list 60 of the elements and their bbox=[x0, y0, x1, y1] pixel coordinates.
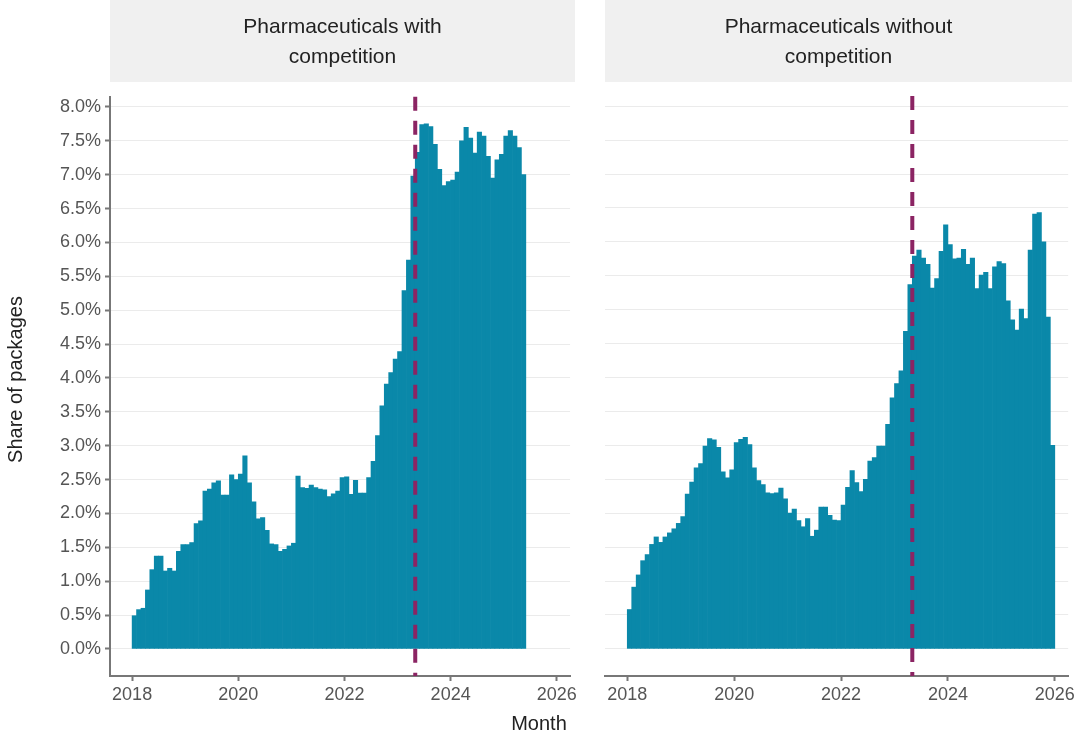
y-tick-label: 0.0% bbox=[59, 637, 101, 658]
bar bbox=[943, 224, 949, 649]
bar bbox=[867, 460, 873, 649]
bar bbox=[344, 476, 350, 649]
bar bbox=[211, 482, 217, 649]
y-tick-label: 1.0% bbox=[59, 570, 101, 591]
bar bbox=[419, 124, 425, 649]
bar bbox=[242, 455, 248, 649]
bar bbox=[778, 487, 784, 649]
y-tick-label: 3.5% bbox=[59, 400, 101, 421]
x-tick-label: 2018 bbox=[607, 683, 648, 704]
x-tick-label: 2024 bbox=[927, 683, 968, 704]
bar bbox=[1032, 213, 1038, 649]
bar bbox=[273, 544, 279, 649]
bar bbox=[158, 555, 164, 649]
y-tick-label: 4.0% bbox=[59, 366, 101, 387]
x-tick-label: 2020 bbox=[714, 683, 755, 704]
x-tick-label: 2020 bbox=[218, 683, 259, 704]
y-tick-label: 5.5% bbox=[59, 265, 101, 286]
y-tick-label: 2.0% bbox=[59, 502, 101, 523]
bar bbox=[295, 475, 301, 649]
bar bbox=[136, 609, 142, 649]
chart-title: Pharmaceuticals with competition bbox=[242, 13, 443, 69]
y-axis-title: Share of packages bbox=[3, 295, 27, 463]
y-tick-label: 3.0% bbox=[59, 434, 101, 455]
chart-title: Pharmaceuticals without competition bbox=[723, 13, 954, 69]
x-tick-label: 2026 bbox=[536, 683, 577, 704]
bar bbox=[167, 567, 173, 649]
y-tick-label: 4.5% bbox=[59, 333, 101, 354]
bar bbox=[260, 517, 266, 649]
bar bbox=[481, 135, 487, 649]
bar bbox=[805, 518, 811, 649]
bar bbox=[428, 126, 434, 649]
bar bbox=[916, 249, 922, 649]
y-tick-label: 8.0% bbox=[59, 95, 101, 116]
x-tick-label: 2022 bbox=[324, 683, 365, 704]
bar bbox=[738, 438, 744, 649]
bar bbox=[304, 488, 310, 649]
x-tick-label: 2022 bbox=[821, 683, 862, 704]
y-tick-label: 2.5% bbox=[59, 468, 101, 489]
x-axis-title: Month bbox=[510, 712, 568, 735]
bar bbox=[769, 493, 775, 649]
x-tick-label: 2024 bbox=[430, 683, 471, 704]
bar bbox=[983, 272, 989, 649]
x-tick-label: 2026 bbox=[1034, 683, 1075, 704]
y-tick-label: 7.0% bbox=[59, 163, 101, 184]
bar bbox=[707, 438, 713, 649]
y-tick-label: 0.5% bbox=[59, 604, 101, 624]
bar bbox=[282, 548, 288, 649]
x-tick-label: 2018 bbox=[112, 683, 153, 704]
y-tick-label: 5.0% bbox=[59, 299, 101, 320]
bar bbox=[180, 544, 186, 649]
bar bbox=[229, 474, 235, 649]
y-tick-label: 6.5% bbox=[59, 197, 101, 218]
bar bbox=[876, 445, 882, 649]
y-tick-label: 7.5% bbox=[59, 129, 101, 150]
bar bbox=[313, 487, 319, 649]
y-tick-label: 6.0% bbox=[59, 231, 101, 252]
bar bbox=[818, 506, 824, 649]
y-tick-label: 1.5% bbox=[59, 536, 101, 557]
